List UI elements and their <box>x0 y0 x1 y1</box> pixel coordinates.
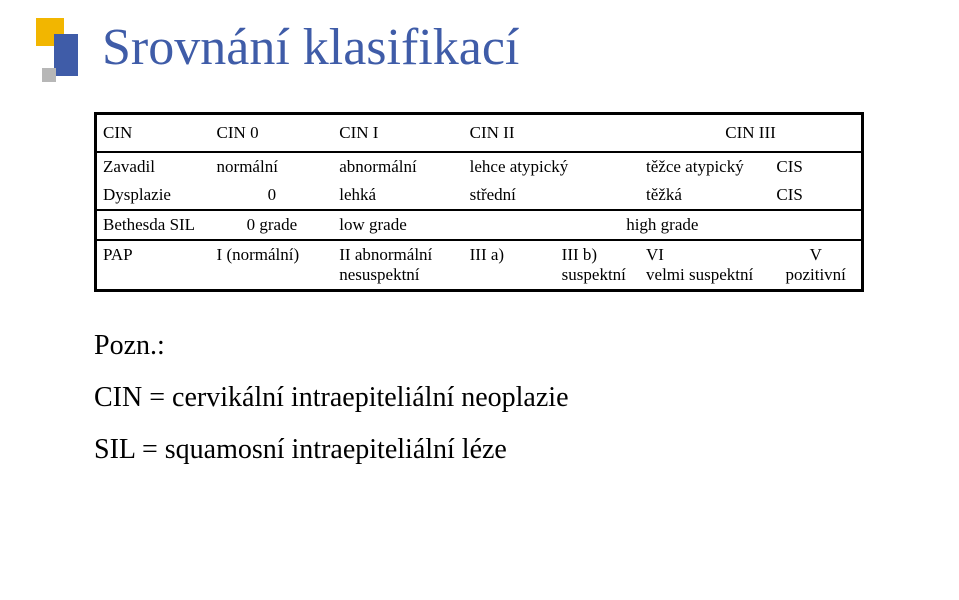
notes-line-1: CIN = cervikální intraepiteliální neopla… <box>94 372 959 424</box>
page-title: Srovnání klasifikací <box>102 21 519 76</box>
table-cell: CIS <box>770 153 862 181</box>
classification-table: CINCIN 0CIN ICIN IICIN IIIZavadilnormáln… <box>94 112 864 292</box>
table-cell: high grade <box>464 211 863 240</box>
table-cell: normální <box>211 153 334 181</box>
table-cell: těžce atypický <box>640 153 770 181</box>
table-cell: CIN II <box>464 114 640 153</box>
table-row: CINCIN 0CIN ICIN IICIN III <box>96 114 863 153</box>
table-cell: CIN I <box>333 114 463 153</box>
table-cell: lehce atypický <box>464 153 640 181</box>
table-cell: I (normální) <box>211 241 334 291</box>
table-cell: CIN <box>96 114 211 153</box>
table-cell: 0 <box>211 181 334 210</box>
title-container: Srovnání klasifikací <box>36 12 959 84</box>
table-cell: 0 grade <box>211 211 334 240</box>
table-row: PAPI (normální)II abnormálnínesuspektníI… <box>96 241 863 291</box>
table-cell: II abnormálnínesuspektní <box>333 241 463 291</box>
table-cell: Bethesda SIL <box>96 211 211 240</box>
table-cell: CIS <box>770 181 862 210</box>
title-bullet-graphic <box>36 30 78 72</box>
table-cell: PAP <box>96 241 211 291</box>
table-cell: CIN 0 <box>211 114 334 153</box>
table-cell: low grade <box>333 211 463 240</box>
table-cell: VIvelmi suspektní <box>640 241 770 291</box>
notes-block: Pozn.: CIN = cervikální intraepiteliální… <box>94 320 959 475</box>
table-row: Zavadilnormálníabnormálnílehce atypickýt… <box>96 153 863 181</box>
table-cell: III a) <box>464 241 556 291</box>
table-row: Bethesda SIL0 gradelow gradehigh grade <box>96 211 863 240</box>
table-cell: Dysplazie <box>96 181 211 210</box>
table-cell: CIN III <box>640 114 862 153</box>
table-row: Dysplazie0lehkástřednítěžkáCIS <box>96 181 863 210</box>
table-cell: III b)suspektní <box>556 241 640 291</box>
table-cell: Zavadil <box>96 153 211 181</box>
table-cell: lehká <box>333 181 463 210</box>
table-cell: Vpozitivní <box>770 241 862 291</box>
table-cell: střední <box>464 181 640 210</box>
notes-line-2: SIL = squamosní intraepiteliální léze <box>94 424 959 476</box>
notes-prefix: Pozn.: <box>94 320 959 372</box>
table-cell: abnormální <box>333 153 463 181</box>
table-cell: těžká <box>640 181 770 210</box>
